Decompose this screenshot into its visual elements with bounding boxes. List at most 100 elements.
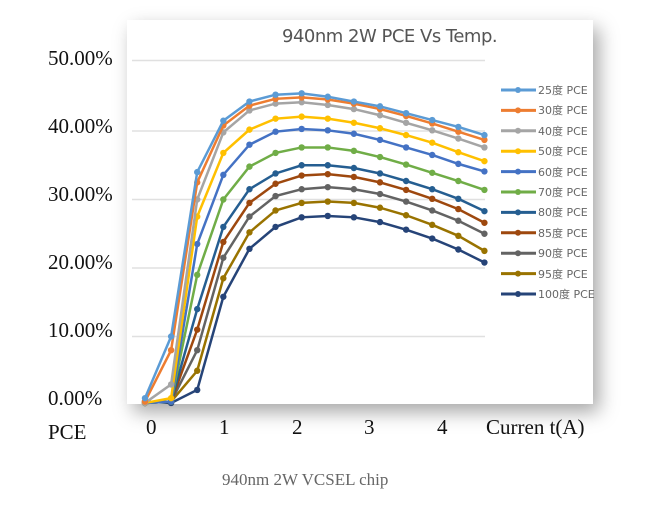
data-point <box>298 99 305 106</box>
data-point <box>324 127 331 134</box>
y-axis-label: PCE <box>48 420 87 444</box>
data-point <box>376 218 384 226</box>
data-point <box>481 144 488 151</box>
legend-marker <box>515 127 521 134</box>
data-point <box>220 149 227 157</box>
data-point <box>194 367 201 374</box>
data-point <box>194 305 201 313</box>
series-line <box>144 115 485 405</box>
data-point <box>220 254 227 261</box>
data-point <box>376 125 384 132</box>
data-point <box>246 98 253 105</box>
data-point <box>324 144 331 151</box>
data-point <box>429 139 436 146</box>
data-point <box>272 180 279 187</box>
data-point <box>402 131 410 139</box>
data-point <box>298 125 305 133</box>
legend-entry: 30度 PCE <box>538 104 588 118</box>
y-tick-label: 50.00% <box>48 46 113 70</box>
data-point <box>194 168 201 176</box>
data-point <box>402 226 410 233</box>
data-point <box>481 131 488 139</box>
data-point <box>376 103 384 110</box>
data-point <box>481 168 488 175</box>
y-tick-label: 0.00% <box>48 386 103 410</box>
data-point <box>324 93 331 100</box>
series-40度 PCE <box>141 99 488 407</box>
data-point <box>246 245 253 253</box>
data-point <box>272 207 279 214</box>
data-point <box>350 147 358 155</box>
legend-entry: 95度 PCE <box>538 267 588 281</box>
data-point <box>298 113 305 120</box>
x-tick-label: 4 <box>437 415 448 439</box>
data-point <box>141 394 149 402</box>
data-point <box>324 183 331 191</box>
data-point <box>298 162 305 169</box>
data-point <box>272 170 279 177</box>
data-point <box>246 186 253 193</box>
legend-marker <box>515 270 521 277</box>
data-point <box>350 173 358 181</box>
series-line <box>144 185 485 405</box>
data-point <box>324 212 331 220</box>
data-point <box>246 213 253 220</box>
data-point <box>324 198 331 205</box>
data-point <box>429 235 436 242</box>
legend-entry: 40度 PCE <box>538 124 588 138</box>
data-point <box>481 259 488 266</box>
data-point <box>376 136 384 144</box>
data-point <box>376 190 384 198</box>
data-point <box>455 195 462 203</box>
caption: 940nm 2W VCSEL chip <box>222 470 389 489</box>
data-point <box>350 119 358 126</box>
data-point <box>298 90 305 97</box>
data-point <box>194 326 201 333</box>
data-point <box>298 144 305 151</box>
data-point <box>194 240 201 248</box>
data-point <box>272 223 279 231</box>
data-point <box>455 217 462 224</box>
data-point <box>481 157 488 165</box>
legend-marker <box>515 87 521 93</box>
series-line <box>143 96 485 403</box>
data-point <box>402 186 410 194</box>
data-point <box>298 214 305 221</box>
data-point <box>455 160 462 168</box>
data-point <box>272 100 279 107</box>
data-point <box>350 130 358 137</box>
data-point <box>481 230 488 237</box>
series-line <box>144 127 485 405</box>
data-point <box>220 196 227 203</box>
data-point <box>350 199 358 207</box>
series-25度 PCE <box>141 90 488 402</box>
data-point <box>298 186 305 193</box>
data-point <box>246 126 253 133</box>
data-point <box>455 205 462 213</box>
data-point <box>376 153 384 161</box>
data-point <box>272 91 279 98</box>
x-axis-label: Curren t(A) <box>486 415 585 439</box>
legend-marker <box>515 107 521 114</box>
legend-marker <box>515 209 521 216</box>
data-point <box>376 170 384 177</box>
y-tick-label: 20.00% <box>48 250 113 274</box>
data-point <box>298 172 305 179</box>
y-tick-label: 30.00% <box>48 182 113 206</box>
data-point <box>429 207 436 214</box>
data-point <box>220 238 227 246</box>
legend-marker <box>515 148 521 155</box>
data-point <box>324 170 331 178</box>
data-point <box>194 386 201 394</box>
series-line <box>144 200 486 405</box>
legend-entry: 80度 PCE <box>538 206 588 220</box>
data-point <box>481 247 488 255</box>
series-60度 PCE <box>141 125 488 407</box>
data-point <box>272 128 279 135</box>
data-point <box>350 186 358 193</box>
data-point <box>246 163 253 170</box>
data-point <box>429 151 436 159</box>
legend-entry: 60度 PCE <box>538 165 588 179</box>
x-tick-label: 0 <box>146 415 157 439</box>
series-line <box>144 214 485 405</box>
